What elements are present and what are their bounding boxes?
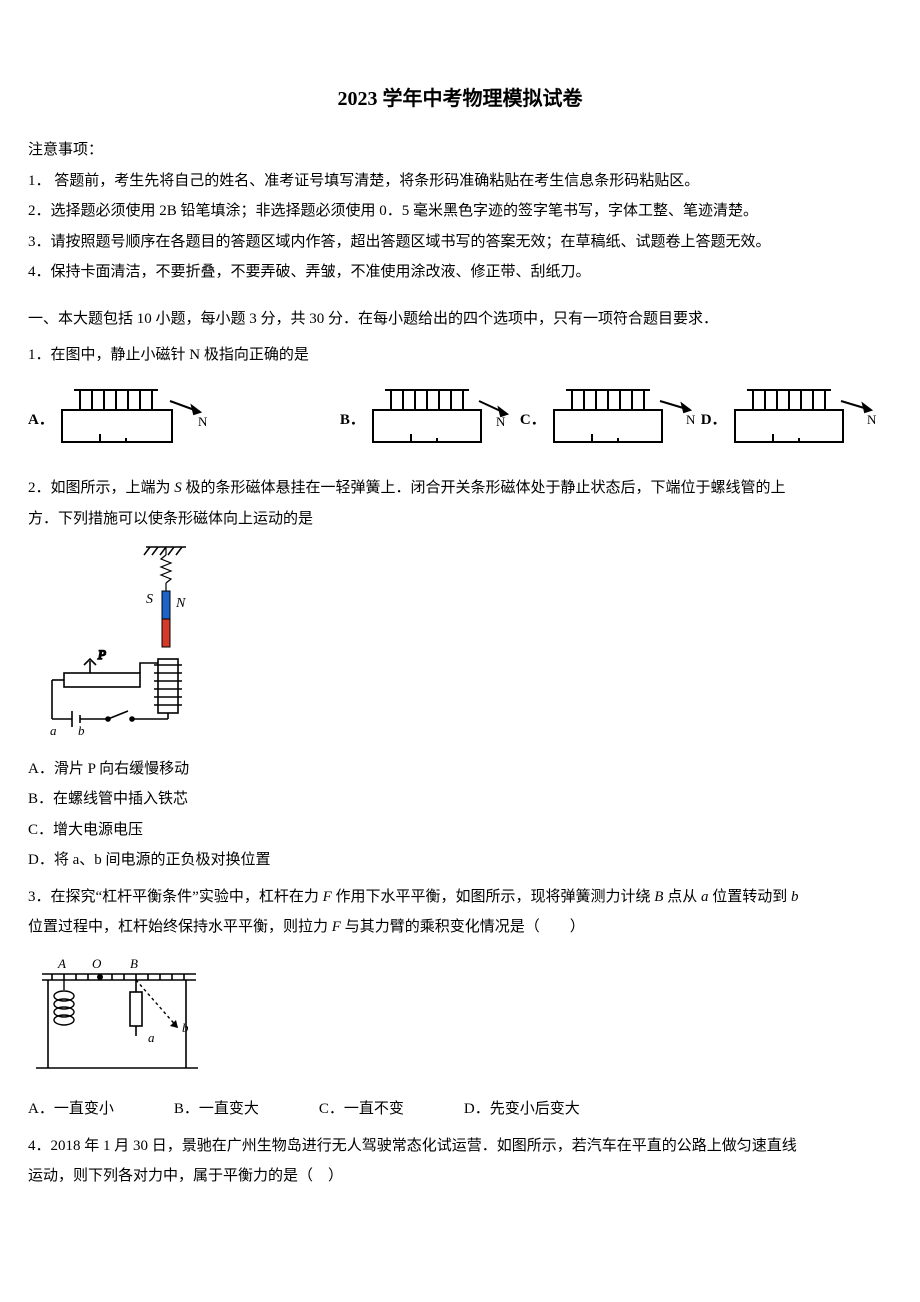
q1-opt-c-label: C． xyxy=(520,406,546,435)
notice-heading: 注意事项： xyxy=(28,136,892,165)
q2-S: S xyxy=(174,480,182,496)
svg-text:O: O xyxy=(92,956,102,971)
q1-opt-b-label: B． xyxy=(340,406,365,435)
svg-text:a: a xyxy=(50,723,57,736)
q1-opt-d-label: D． xyxy=(701,406,727,435)
q1-options-row: A． N B． xyxy=(28,384,892,457)
q3-opt-c: C．一直不变 xyxy=(319,1095,404,1124)
q2-l1a: 2．如图所示，上端为 xyxy=(28,480,174,496)
q2-opt-a: A．滑片 P 向右缓慢移动 xyxy=(28,755,892,784)
q3-opt-a: A．一直变小 xyxy=(28,1095,114,1124)
q2-diagram: S N P xyxy=(28,541,892,747)
svg-text:b: b xyxy=(78,723,85,736)
q1-opt-a-label: A． xyxy=(28,406,54,435)
q3-line2: 位置过程中，杠杆始终保持水平平衡，则拉力 F 与其力臂的乘积变化情况是（ ） xyxy=(28,913,892,942)
svg-text:N: N xyxy=(198,414,208,429)
notice-3: 3．请按照题号顺序在各题目的答题区域内作答，超出答题区域书写的答案无效；在草稿纸… xyxy=(28,228,892,257)
q1-diagram-d: N xyxy=(733,384,878,457)
section1-intro: 一、本大题包括 10 小题，每小题 3 分，共 30 分．在每小题给出的四个选项… xyxy=(28,305,892,334)
q4-line2: 运动，则下列各对力中，属于平衡力的是（ ） xyxy=(28,1162,892,1191)
q3-options: A．一直变小 B．一直变大 C．一直不变 D．先变小后变大 xyxy=(28,1095,892,1124)
q1-diagram-a: N xyxy=(60,384,210,457)
notice-2: 2．选择题必须使用 2B 铅笔填涂；非选择题必须使用 0．5 毫米黑色字迹的签字… xyxy=(28,197,892,226)
q2-line2: 方．下列措施可以使条形磁体向上运动的是 xyxy=(28,505,892,534)
notice-1: 1． 答题前，考生先将自己的姓名、准考证号填写清楚，将条形码准确粘贴在考生信息条… xyxy=(28,167,892,196)
q3-diagram: A O B a b xyxy=(28,950,892,1086)
q2-opt-d: D．将 a、b 间电源的正负极对换位置 xyxy=(28,846,892,875)
svg-text:N: N xyxy=(686,412,696,427)
q3-opt-d: D．先变小后变大 xyxy=(464,1095,580,1124)
svg-text:P: P xyxy=(97,647,106,662)
q2-opt-b: B．在螺线管中插入铁芯 xyxy=(28,785,892,814)
svg-text:S: S xyxy=(146,592,153,607)
svg-text:b: b xyxy=(182,1020,189,1035)
q3-opt-b: B．一直变大 xyxy=(174,1095,259,1124)
q3-line1: 3．在探究“杠杆平衡条件”实验中，杠杆在力 F 作用下水平平衡，如图所示，现将弹… xyxy=(28,883,892,912)
svg-text:a: a xyxy=(148,1030,155,1045)
svg-text:N: N xyxy=(867,412,877,427)
exam-title: 2023 学年中考物理模拟试卷 xyxy=(28,80,892,118)
notice-4: 4．保持卡面清洁，不要折叠，不要弄破、弄皱，不准使用涂改液、修正带、刮纸刀。 xyxy=(28,258,892,287)
svg-text:N: N xyxy=(175,596,186,611)
q2-opt-c: C．增大电源电压 xyxy=(28,816,892,845)
q2-l1b: 极的条形磁体悬挂在一轻弹簧上．闭合开关条形磁体处于静止状态后，下端位于螺线管的上 xyxy=(182,480,786,496)
q1-text: 1．在图中，静止小磁针 N 极指向正确的是 xyxy=(28,341,892,370)
svg-text:B: B xyxy=(130,956,138,971)
q1-diagram-c: N xyxy=(552,384,697,457)
q4-line1: 4．2018 年 1 月 30 日，景驰在广州生物岛进行无人驾驶常态化试运营．如… xyxy=(28,1132,892,1161)
svg-text:A: A xyxy=(57,956,66,971)
q1-diagram-b: N xyxy=(371,384,516,457)
q2-line1: 2．如图所示，上端为 S 极的条形磁体悬挂在一轻弹簧上．闭合开关条形磁体处于静止… xyxy=(28,474,892,503)
svg-text:N: N xyxy=(496,414,506,429)
